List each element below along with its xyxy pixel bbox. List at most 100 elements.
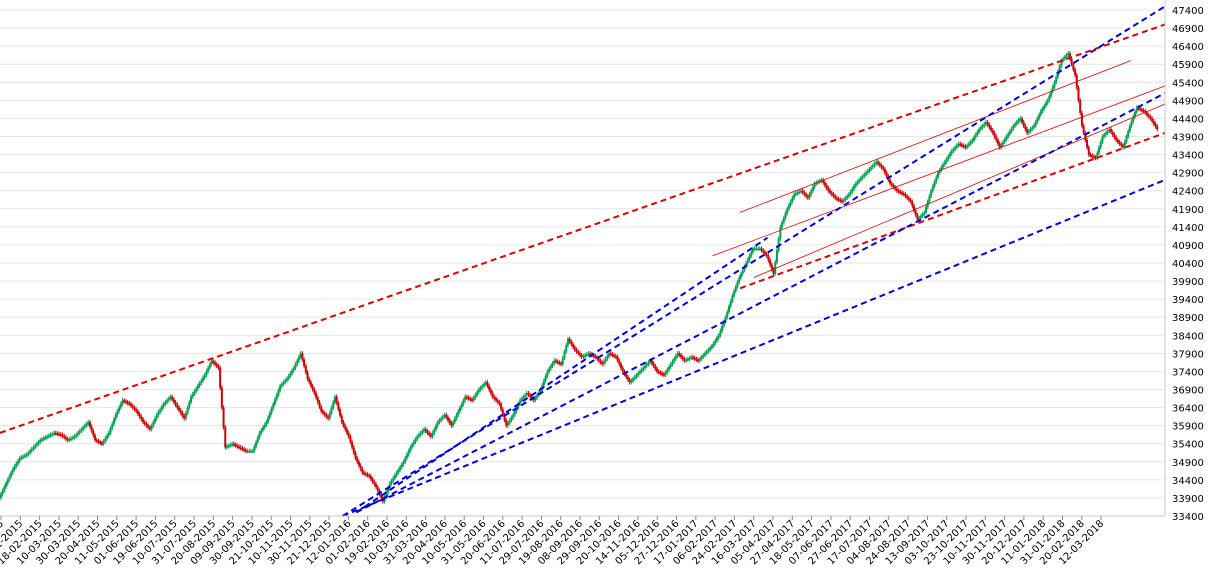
candle-body-89-3 — [608, 353, 611, 357]
candle-body-164-1 — [1118, 141, 1121, 144]
candle-body-71-1 — [481, 385, 484, 388]
candle-body-70-0 — [472, 397, 475, 401]
candle-body-114-0 — [774, 262, 777, 274]
candle-body-37-0 — [246, 450, 249, 453]
candle-body-23-2 — [154, 418, 157, 423]
candle-body-159-0 — [1082, 125, 1085, 133]
candle-body-108-1 — [734, 286, 737, 292]
candle-body-104-3 — [710, 346, 713, 348]
candle-body-24-2 — [160, 406, 163, 410]
candle-body-39-2 — [263, 424, 266, 428]
candle-body-66-1 — [447, 417, 450, 421]
candle-body-55-0 — [369, 476, 372, 479]
candle-body-59-0 — [397, 469, 400, 473]
candle-body-113-0 — [767, 255, 770, 261]
candle-body-156-2 — [1065, 55, 1068, 57]
candle-body-115-0 — [781, 222, 784, 227]
candle-body-20-0 — [130, 403, 133, 406]
candle-body-117-3 — [799, 190, 802, 193]
candle-body-154-2 — [1051, 86, 1054, 92]
candle-body-84-1 — [570, 341, 573, 345]
candle-body-128-3 — [875, 161, 878, 164]
candle-body-138-3 — [943, 161, 946, 165]
candle-body-139-1 — [947, 156, 950, 160]
candle-body-3-2 — [16, 460, 19, 464]
candle-body-12-0 — [75, 434, 78, 437]
candle-body-83-1 — [563, 351, 566, 358]
candle-body-128-1 — [871, 165, 874, 168]
candle-body-115-2 — [784, 213, 787, 218]
candle-body-1-1 — [1, 490, 4, 495]
candle-body-134-3 — [916, 215, 919, 220]
candle-body-123-0 — [835, 197, 838, 200]
candle-body-141-3 — [964, 146, 967, 148]
trend-line-4 — [753, 103, 1166, 278]
candle-body-168-1 — [1146, 113, 1149, 115]
candle-body-143-1 — [974, 134, 977, 138]
candle-body-124-2 — [846, 196, 849, 198]
candle-body-123-1 — [837, 198, 840, 201]
trend-line-3 — [739, 60, 1131, 213]
candle-body-140-2 — [955, 145, 958, 148]
candle-body-58-3 — [395, 472, 398, 476]
candle-body-104-1 — [707, 349, 710, 352]
y-tick-label-17: 41900 — [1172, 205, 1204, 216]
candle-body-50-2 — [339, 409, 342, 416]
candle-body-157-1 — [1070, 58, 1073, 65]
candle-body-98-0 — [664, 372, 667, 376]
candle-body-62-1 — [419, 432, 422, 435]
candle-body-88-3 — [601, 362, 604, 365]
candle-body-133-1 — [906, 196, 909, 198]
y-tick-label-27: 46900 — [1172, 24, 1204, 35]
y-tick-label-1: 33900 — [1172, 494, 1204, 505]
candle-body-147-0 — [1000, 144, 1003, 148]
candle-body-67-2 — [455, 414, 458, 419]
candle-body-147-3 — [1005, 136, 1008, 140]
candle-body-54-2 — [366, 474, 369, 476]
candle-body-72-3 — [491, 393, 494, 397]
candle-body-5-0 — [27, 452, 30, 455]
candle-body-26-1 — [172, 399, 175, 403]
candle-body-101-3 — [690, 356, 693, 359]
candle-body-56-0 — [376, 487, 379, 491]
candle-body-100-2 — [681, 356, 684, 359]
candle-body-3-1 — [15, 463, 18, 467]
candle-body-132-3 — [902, 193, 905, 195]
candle-body-110-2 — [750, 252, 753, 256]
candle-body-19-2 — [126, 402, 129, 404]
candle-body-81-0 — [548, 368, 551, 372]
candle-body-54-1 — [364, 473, 367, 476]
candle-body-9-2 — [58, 433, 61, 436]
candle-body-100-3 — [683, 358, 686, 361]
candle-body-91-0 — [616, 356, 619, 361]
candle-body-38-1 — [255, 441, 258, 447]
candle-body-157-2 — [1072, 64, 1075, 70]
y-tick-label-9: 37900 — [1172, 349, 1204, 360]
candle-body-79-3 — [539, 389, 542, 393]
candle-body-116-3 — [793, 194, 796, 198]
candle-body-111-2 — [757, 248, 760, 251]
trend-line-5 — [342, 5, 1166, 517]
candle-body-107-0 — [726, 311, 729, 318]
candle-body-74-0 — [500, 403, 503, 410]
candle-body-138-0 — [938, 169, 941, 173]
candle-body-85-2 — [578, 353, 581, 356]
candle-body-92-3 — [628, 379, 631, 383]
candle-body-49-2 — [332, 402, 335, 408]
candle-body-77-3 — [525, 393, 528, 395]
candle-body-136-0 — [925, 206, 928, 213]
candle-body-61-0 — [411, 444, 414, 448]
candle-body-68-0 — [459, 407, 462, 412]
candle-body-109-0 — [739, 273, 742, 278]
candle-body-88-0 — [596, 356, 599, 359]
candle-body-116-2 — [791, 197, 794, 202]
candle-body-155-0 — [1055, 76, 1058, 83]
candle-body-18-3 — [121, 400, 124, 404]
candle-body-55-1 — [371, 478, 374, 482]
candle-body-107-2 — [729, 300, 732, 307]
candle-body-25-0 — [164, 402, 167, 404]
candle-body-131-2 — [894, 187, 897, 189]
candle-body-117-1 — [796, 192, 799, 195]
candle-body-41-3 — [279, 385, 282, 391]
